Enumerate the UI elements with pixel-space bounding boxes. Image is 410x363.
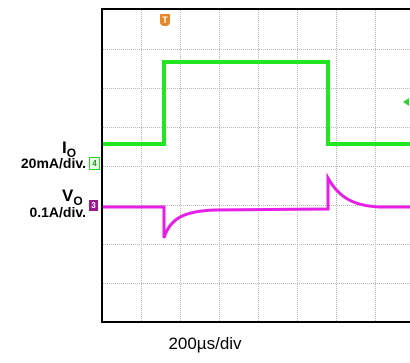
io-trace	[103, 60, 410, 146]
io-label-main: I	[62, 138, 67, 157]
channel-4-badge: 4	[89, 157, 100, 170]
channel-3-badge: 3	[89, 200, 98, 211]
io-channel-label: IO	[62, 138, 76, 160]
grid-line-horizontal	[103, 205, 410, 206]
trigger-marker-icon: T	[160, 14, 170, 26]
trigger-level-marker-icon	[403, 98, 409, 106]
grid-line-horizontal	[103, 244, 410, 245]
grid-line-vertical	[180, 10, 181, 321]
grid-line-vertical	[336, 10, 337, 321]
vo-trace	[103, 172, 410, 239]
grid-line-vertical	[297, 10, 298, 321]
grid-line-horizontal	[103, 49, 410, 50]
vo-label-sub: O	[73, 194, 83, 208]
vo-channel-label: VO	[62, 186, 83, 208]
timebase-label: 200µs/div	[168, 334, 242, 353]
grid-line-vertical	[219, 10, 220, 321]
grid-line-horizontal	[103, 283, 410, 284]
grid-line-vertical	[375, 10, 376, 321]
grid-line-horizontal	[103, 88, 410, 89]
grid-line-horizontal	[103, 166, 410, 167]
grid-line-horizontal	[103, 127, 410, 128]
io-label-sub: O	[66, 146, 77, 160]
io-scale-label: 20mA/div.	[20, 155, 86, 171]
grid-line-vertical	[258, 10, 259, 321]
vo-scale-label: 0.1A/div.	[29, 204, 86, 220]
grid-line-vertical	[141, 10, 142, 321]
vo-label-main: V	[62, 186, 74, 205]
